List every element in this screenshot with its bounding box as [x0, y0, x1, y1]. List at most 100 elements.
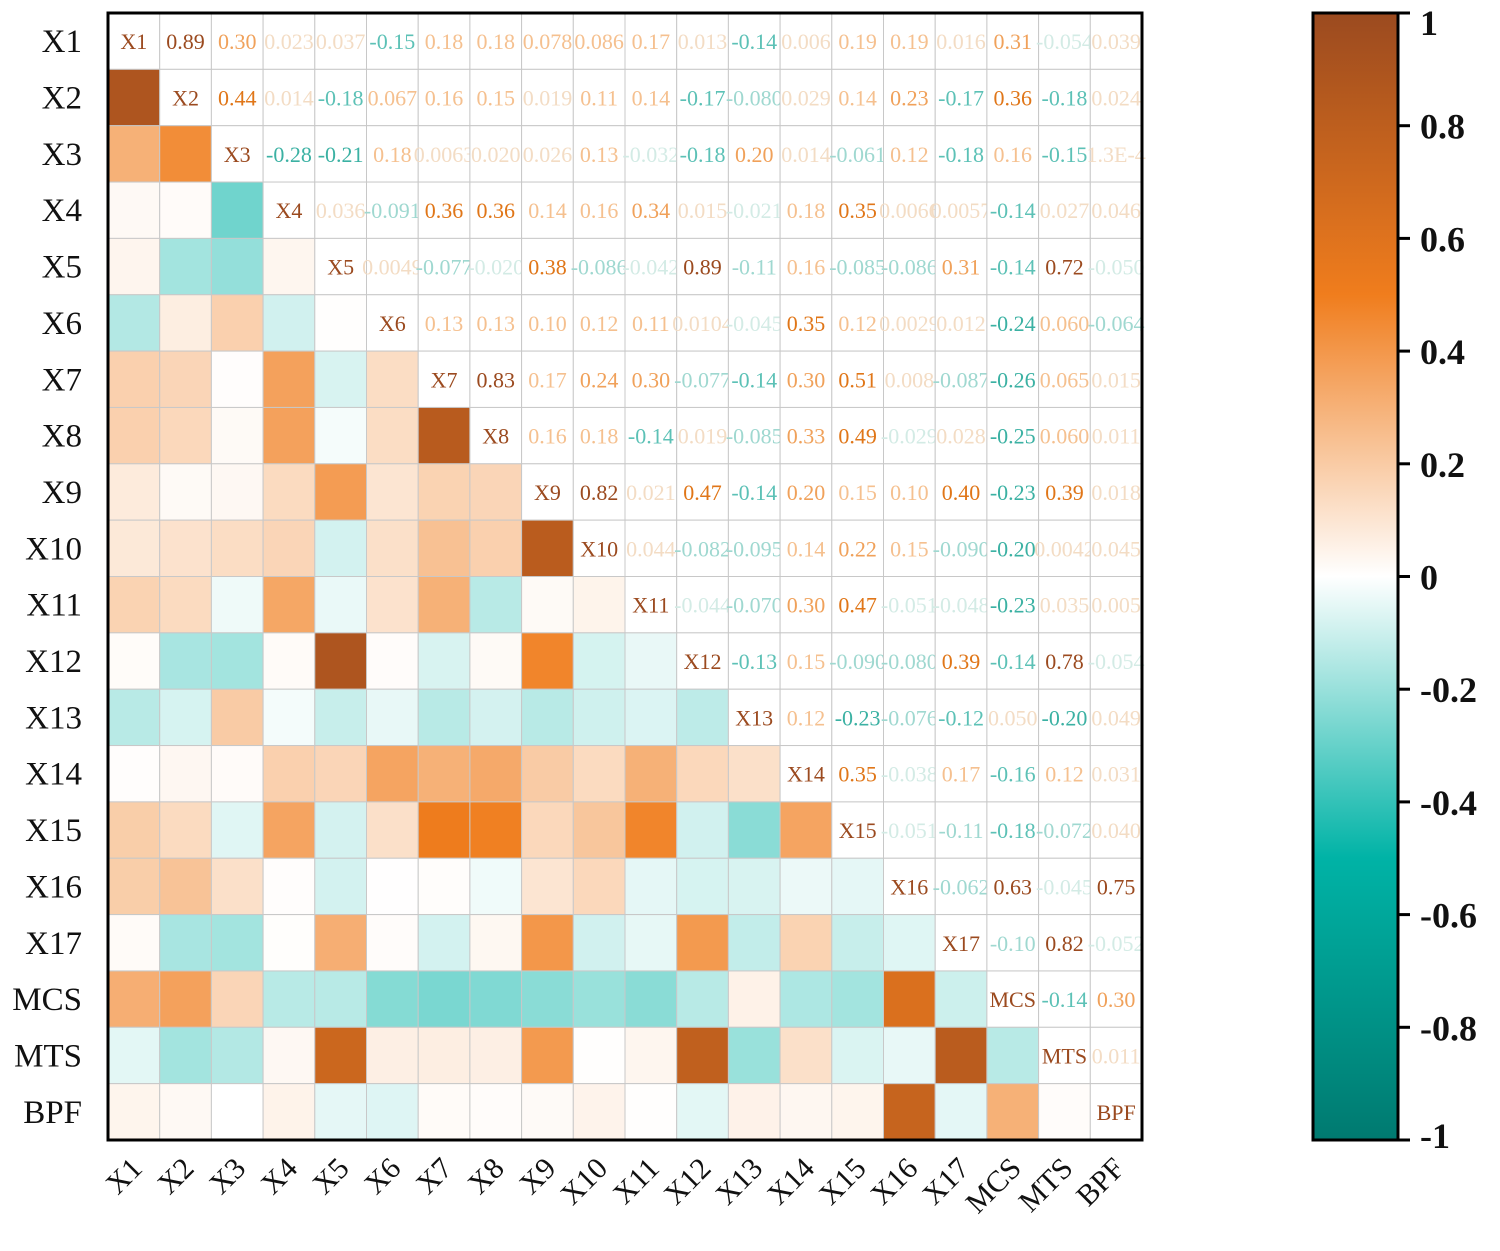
heatmap-cell-X11-X4	[262, 576, 316, 634]
value-label-X2-X6: 0.067	[368, 86, 418, 111]
value-label-X10-X12: -0.082	[674, 536, 731, 561]
value-label-X3-X5: -0.21	[318, 142, 364, 167]
value-label-X3-X10: 0.13	[580, 142, 619, 167]
column-label-X1: X1	[100, 1152, 149, 1201]
value-cell-X15-X17	[934, 801, 988, 859]
value-cell-X4-X16	[883, 181, 936, 239]
diagonal-cell-X15	[831, 801, 884, 859]
heatmap-cell-BPF-X17	[934, 1083, 988, 1141]
value-label-X3-BPF: 1.3E-4	[1087, 142, 1146, 167]
value-cell-X2-X12	[676, 68, 729, 127]
heatmap-cell-X11-X5	[314, 576, 367, 634]
value-label-X1-X11: 0.17	[632, 29, 671, 54]
diagonal-cell-X12	[676, 632, 729, 690]
value-label-X4-X8: 0.36	[477, 198, 516, 223]
heatmap-cell-X10-X8	[469, 519, 523, 578]
heatmap-cell-BPF-X9	[521, 1083, 574, 1141]
heatmap-cell-MTS-X14	[779, 1026, 833, 1085]
value-cell-X12-MCS	[986, 632, 1040, 690]
column-label-X15: X15	[813, 1152, 873, 1212]
heatmap-grid: X1 0.89 0.30 0.023 0.037 -0.15 0.18 0.18 0.078 0.…	[106, 11, 1146, 1142]
value-label-X9-X10: 0.82	[580, 480, 619, 505]
value-cell-X4-X7	[417, 181, 471, 239]
heatmap-cell-MCS-X4	[262, 970, 316, 1028]
value-cell-X9-X13	[727, 463, 781, 521]
heatmap-cell-X9-X1	[107, 463, 161, 521]
heatmap-cell-X5-X1	[107, 237, 161, 296]
heatmap-cell-MTS-X8	[469, 1026, 523, 1085]
value-label-X7-X16: 0.008	[885, 367, 935, 392]
value-cell-X15-BPF	[1089, 801, 1143, 859]
value-label-X6-MTS: 0.060	[1040, 311, 1090, 336]
value-label-X1-X5: 0.037	[316, 29, 366, 54]
heatmap-cell-X15-X10	[572, 801, 626, 859]
row-label-X16: X16	[25, 869, 82, 905]
value-cell-X6-X15	[831, 294, 884, 352]
heatmap-cell-X13-X4	[262, 688, 316, 747]
value-label-X6-X10: 0.12	[580, 311, 619, 336]
heatmap-cell-X9-X7	[417, 463, 471, 521]
value-cell-X5-X16	[883, 237, 936, 296]
heatmap-cell-BPF-X5	[314, 1083, 367, 1141]
heatmap-cell-X8-X3	[210, 406, 264, 465]
value-label-X10-X17: -0.090	[933, 536, 990, 561]
value-label-X2-X9: 0.019	[523, 86, 573, 111]
value-label-X7-X17: -0.087	[933, 367, 990, 392]
value-cell-X6-X7	[417, 294, 471, 352]
heatmap-cell-X8-X1	[107, 406, 161, 465]
row-label-X12: X12	[25, 644, 82, 680]
heatmap-cell-X11-X8	[469, 576, 523, 634]
heatmap-cell-X17-X5	[314, 914, 367, 972]
heatmap-cell-X16-X11	[624, 857, 678, 916]
value-label-X2-X5: -0.18	[318, 86, 364, 111]
value-label-X1-X9: 0.078	[523, 29, 573, 54]
row-label-X3: X3	[42, 137, 82, 173]
heatmap-cell-X14-X9	[521, 745, 574, 803]
colorbar-tick-label: -0.4	[1420, 783, 1477, 823]
value-label-X5-X13: -0.11	[732, 255, 777, 280]
value-label-X10-MTS: 0.0042	[1034, 536, 1095, 561]
heatmap-cell-X6-X2	[159, 294, 212, 352]
row-label-MCS: MCS	[12, 982, 82, 1018]
heatmap-cell-X14-X10	[572, 745, 626, 803]
heatmap-cell-X11-X10	[572, 576, 626, 634]
heatmap-cell-X16-X5	[314, 857, 367, 916]
value-label-X16-X17: -0.062	[933, 874, 990, 899]
value-cell-X12-X14	[779, 632, 833, 690]
value-cell-X1-X2	[159, 12, 212, 70]
value-label-X4-X5: 0.036	[316, 198, 366, 223]
value-label-X10-X15: 0.22	[838, 536, 877, 561]
value-label-X5-BPF: -0.050	[1088, 255, 1145, 280]
value-label-X3-X16: 0.12	[890, 142, 929, 167]
value-label-X7-X15: 0.51	[838, 367, 877, 392]
value-label-X13-X15: -0.23	[835, 705, 881, 730]
heatmap-cell-X7-X3	[210, 350, 264, 408]
value-label-X12-X13: -0.13	[731, 649, 777, 674]
value-cell-X7-X13	[727, 350, 781, 408]
heatmap-cell-X16-X13	[727, 857, 781, 916]
heatmap-cell-X9-X8	[469, 463, 523, 521]
value-cell-X13-BPF	[1089, 688, 1143, 747]
value-label-X11-X15: 0.47	[838, 593, 877, 618]
heatmap-cell-X13-X11	[624, 688, 678, 747]
value-cell-X6-X8	[469, 294, 523, 352]
diagonal-cell-X13	[727, 688, 781, 747]
heatmap-cell-X15-X2	[159, 801, 212, 859]
value-cell-X3-X8	[469, 125, 523, 183]
value-label-X13-X14: 0.12	[787, 705, 826, 730]
heatmap-cell-X12-X4	[262, 632, 316, 690]
heatmap-cell-X10-X6	[366, 519, 419, 578]
value-cell-X3-X12	[676, 125, 729, 183]
heatmap-cell-X14-X8	[469, 745, 523, 803]
value-label-X5-X8: -0.020	[467, 255, 524, 280]
value-cell-X2-X10	[572, 68, 626, 127]
heatmap-cell-X17-X1	[107, 914, 161, 972]
value-label-X4-X15: 0.35	[838, 198, 877, 223]
value-label-X7-X11: 0.30	[632, 367, 671, 392]
diagonal-label-X4: X4	[276, 198, 303, 223]
value-label-X6-X12: 0.0104	[672, 311, 733, 336]
heatmap-cell-X16-X9	[521, 857, 574, 916]
value-cell-X16-MTS	[1038, 857, 1091, 916]
diagonal-cell-X6	[366, 294, 419, 352]
diagonal-label-X17: X17	[942, 931, 980, 956]
